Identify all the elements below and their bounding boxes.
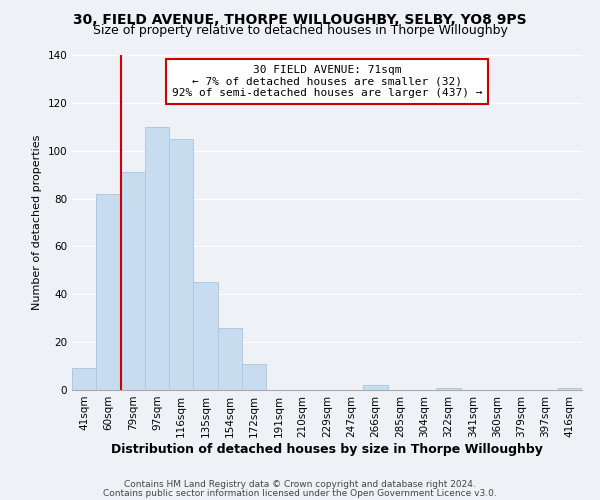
Text: Size of property relative to detached houses in Thorpe Willoughby: Size of property relative to detached ho…: [92, 24, 508, 37]
Text: Contains HM Land Registry data © Crown copyright and database right 2024.: Contains HM Land Registry data © Crown c…: [124, 480, 476, 489]
Bar: [558, 388, 582, 390]
Bar: [145, 127, 169, 390]
Bar: [193, 282, 218, 390]
Bar: [436, 388, 461, 390]
Bar: [242, 364, 266, 390]
Bar: [218, 328, 242, 390]
Text: Contains public sector information licensed under the Open Government Licence v3: Contains public sector information licen…: [103, 488, 497, 498]
X-axis label: Distribution of detached houses by size in Thorpe Willoughby: Distribution of detached houses by size …: [111, 442, 543, 456]
Text: 30 FIELD AVENUE: 71sqm
← 7% of detached houses are smaller (32)
92% of semi-deta: 30 FIELD AVENUE: 71sqm ← 7% of detached …: [172, 65, 482, 98]
Bar: [121, 172, 145, 390]
Text: 30, FIELD AVENUE, THORPE WILLOUGHBY, SELBY, YO8 9PS: 30, FIELD AVENUE, THORPE WILLOUGHBY, SEL…: [73, 12, 527, 26]
Bar: [96, 194, 121, 390]
Bar: [364, 385, 388, 390]
Y-axis label: Number of detached properties: Number of detached properties: [32, 135, 42, 310]
Bar: [169, 138, 193, 390]
Bar: [72, 368, 96, 390]
